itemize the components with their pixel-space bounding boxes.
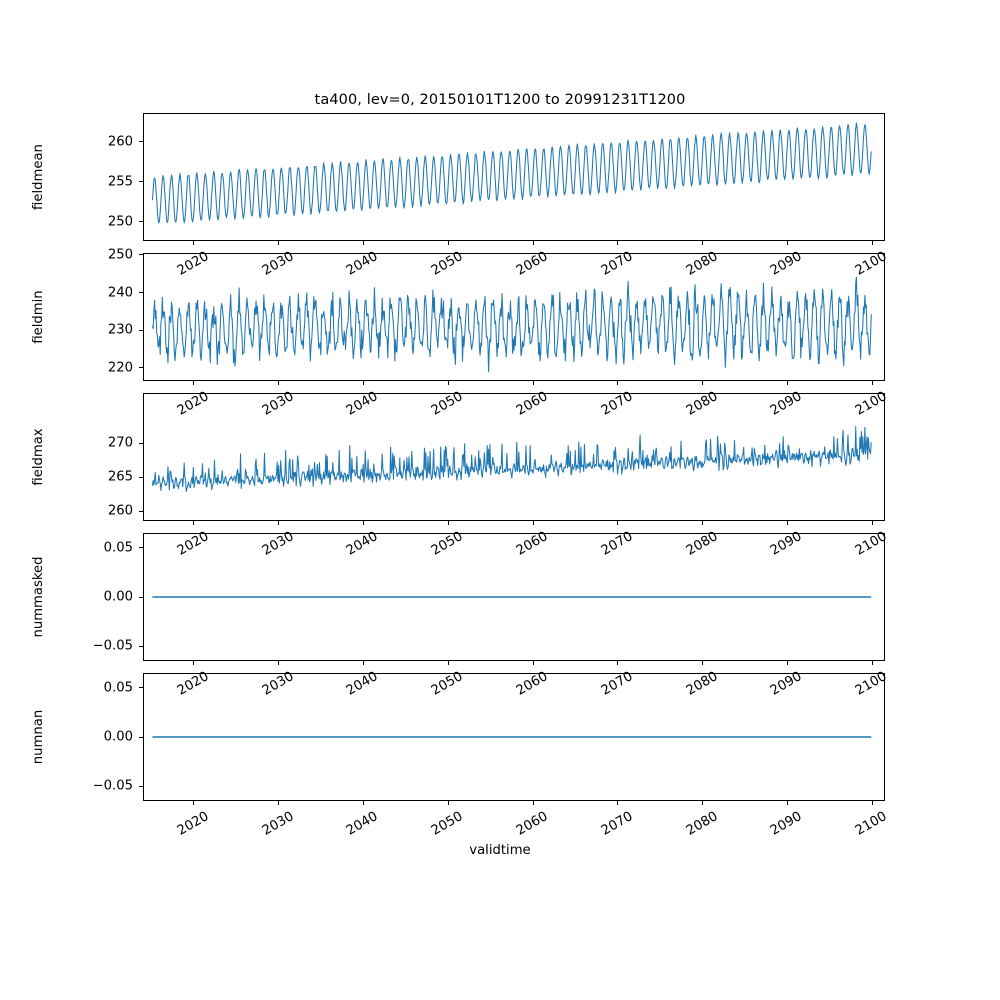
x-tick-mark-nummasked-7 xyxy=(786,661,789,665)
x-tick-mark-fieldmean-5 xyxy=(617,241,619,245)
x-tick-mark-fieldmin-2 xyxy=(362,381,365,385)
x-tick-mark-numnan-4 xyxy=(532,801,534,805)
y-tick-mark-numnan-1 xyxy=(139,736,143,738)
y-tick-label-nummasked-2: 0.05 xyxy=(103,540,133,556)
x-tick-mark-fieldmin-1 xyxy=(278,381,280,385)
plot-panel-fieldmax xyxy=(143,393,885,521)
y-tick-label-nummasked-1: 0.00 xyxy=(103,589,133,605)
y-tick-label-fieldmean-2: 260 xyxy=(107,134,133,150)
x-tick-mark-fieldmax-4 xyxy=(532,521,534,525)
x-tick-mark-fieldmax-1 xyxy=(278,521,280,525)
x-tick-mark-nummasked-8 xyxy=(871,661,873,665)
x-tick-mark-numnan-7 xyxy=(786,801,789,805)
x-tick-mark-fieldmin-8 xyxy=(871,381,873,385)
x-tick-mark-fieldmin-0 xyxy=(193,381,195,385)
data-line-fieldmean xyxy=(151,122,872,224)
series-plot-fieldmean xyxy=(151,122,872,224)
y-tick-label-nummasked-0: −0.05 xyxy=(92,638,133,654)
x-tick-mark-numnan-1 xyxy=(278,801,280,805)
x-tick-mark-numnan-8 xyxy=(871,801,873,805)
y-tick-label-fieldmean-0: 250 xyxy=(107,214,133,230)
y-tick-mark-fieldmax-1 xyxy=(139,476,143,479)
x-tick-mark-fieldmean-4 xyxy=(532,241,534,245)
y-tick-label-fieldmin-0: 220 xyxy=(107,360,133,376)
y-tick-label-fieldmax-1: 265 xyxy=(107,469,133,485)
x-tick-mark-fieldmax-2 xyxy=(362,521,365,525)
y-tick-mark-fieldmean-0 xyxy=(139,221,143,223)
data-line-fieldmin xyxy=(151,276,872,373)
x-tick-mark-nummasked-6 xyxy=(702,661,704,665)
x-tick-mark-fieldmax-0 xyxy=(193,521,195,525)
series-plot-nummasked xyxy=(152,596,872,598)
y-tick-mark-fieldmin-3 xyxy=(139,254,143,256)
y-tick-mark-fieldmin-0 xyxy=(139,367,143,369)
y-tick-mark-numnan-2 xyxy=(139,687,143,689)
data-line-fieldmax xyxy=(151,426,872,493)
x-axis-label: validtime xyxy=(469,843,531,858)
plot-panel-fieldmin xyxy=(143,253,885,381)
x-tick-mark-numnan-3 xyxy=(447,801,449,805)
y-tick-mark-fieldmin-2 xyxy=(139,292,143,294)
x-tick-mark-nummasked-2 xyxy=(362,661,365,665)
y-axis-label-nummasked: nummasked xyxy=(31,556,46,638)
x-tick-mark-fieldmax-8 xyxy=(871,521,873,525)
y-tick-label-numnan-0: −0.05 xyxy=(92,778,133,794)
x-tick-mark-fieldmin-7 xyxy=(786,381,789,385)
y-tick-mark-fieldmax-2 xyxy=(139,442,143,444)
y-tick-mark-fieldmax-0 xyxy=(139,510,143,513)
x-tick-mark-fieldmean-7 xyxy=(786,241,789,245)
x-tick-mark-nummasked-1 xyxy=(278,661,280,665)
y-axis-label-fieldmean: fieldmean xyxy=(31,144,46,210)
y-axis-label-fieldmax: fieldmax xyxy=(31,428,46,486)
x-tick-mark-numnan-2 xyxy=(362,801,365,805)
x-tick-mark-numnan-5 xyxy=(617,801,619,805)
y-tick-mark-fieldmean-2 xyxy=(139,141,143,143)
x-tick-mark-fieldmean-1 xyxy=(278,241,280,245)
y-tick-label-fieldmax-0: 260 xyxy=(107,503,133,519)
y-tick-label-fieldmean-1: 255 xyxy=(107,174,133,190)
x-tick-mark-fieldmin-3 xyxy=(447,381,449,385)
plot-panel-fieldmean xyxy=(143,113,885,241)
y-tick-mark-nummasked-0 xyxy=(139,645,143,647)
series-plot-fieldmax xyxy=(151,426,872,493)
x-tick-mark-numnan-0 xyxy=(193,801,195,805)
x-tick-mark-fieldmin-4 xyxy=(532,381,534,385)
x-tick-mark-fieldmin-5 xyxy=(617,381,619,385)
x-tick-mark-fieldmean-8 xyxy=(871,241,873,245)
x-tick-mark-fieldmin-6 xyxy=(702,381,704,385)
x-tick-mark-fieldmax-7 xyxy=(786,521,789,525)
x-tick-mark-nummasked-0 xyxy=(193,661,195,665)
y-tick-label-fieldmin-3: 250 xyxy=(107,247,133,263)
y-tick-mark-fieldmin-1 xyxy=(139,329,143,331)
y-tick-mark-nummasked-2 xyxy=(139,547,143,549)
y-axis-label-numnan: numnan xyxy=(31,709,46,765)
series-plot-fieldmin xyxy=(151,276,872,373)
x-tick-mark-fieldmax-3 xyxy=(447,521,449,525)
y-tick-mark-nummasked-1 xyxy=(139,596,143,598)
x-tick-mark-fieldmean-3 xyxy=(447,241,449,245)
plot-panel-numnan xyxy=(143,673,885,801)
x-tick-mark-numnan-6 xyxy=(702,801,704,805)
x-tick-mark-fieldmax-6 xyxy=(702,521,704,525)
x-tick-mark-nummasked-4 xyxy=(532,661,534,665)
x-tick-mark-fieldmean-0 xyxy=(193,241,195,245)
y-tick-label-numnan-1: 0.00 xyxy=(103,729,133,745)
x-tick-mark-fieldmean-6 xyxy=(702,241,704,245)
y-tick-label-fieldmin-2: 240 xyxy=(107,285,133,301)
y-tick-mark-fieldmean-1 xyxy=(139,181,143,183)
y-tick-label-fieldmax-2: 270 xyxy=(107,435,133,451)
x-tick-mark-fieldmax-5 xyxy=(617,521,619,525)
y-tick-label-numnan-2: 0.05 xyxy=(103,680,133,696)
series-plot-numnan xyxy=(152,736,872,738)
plot-panel-nummasked xyxy=(143,533,885,661)
x-tick-mark-fieldmean-2 xyxy=(362,241,365,245)
x-tick-mark-nummasked-3 xyxy=(447,661,449,665)
y-tick-mark-numnan-0 xyxy=(139,785,143,787)
x-tick-mark-nummasked-5 xyxy=(617,661,619,665)
y-axis-label-fieldmin: fieldmin xyxy=(31,290,46,344)
figure-title: ta400, lev=0, 20150101T1200 to 20991231T… xyxy=(314,92,686,108)
y-tick-label-fieldmin-1: 230 xyxy=(107,322,133,338)
